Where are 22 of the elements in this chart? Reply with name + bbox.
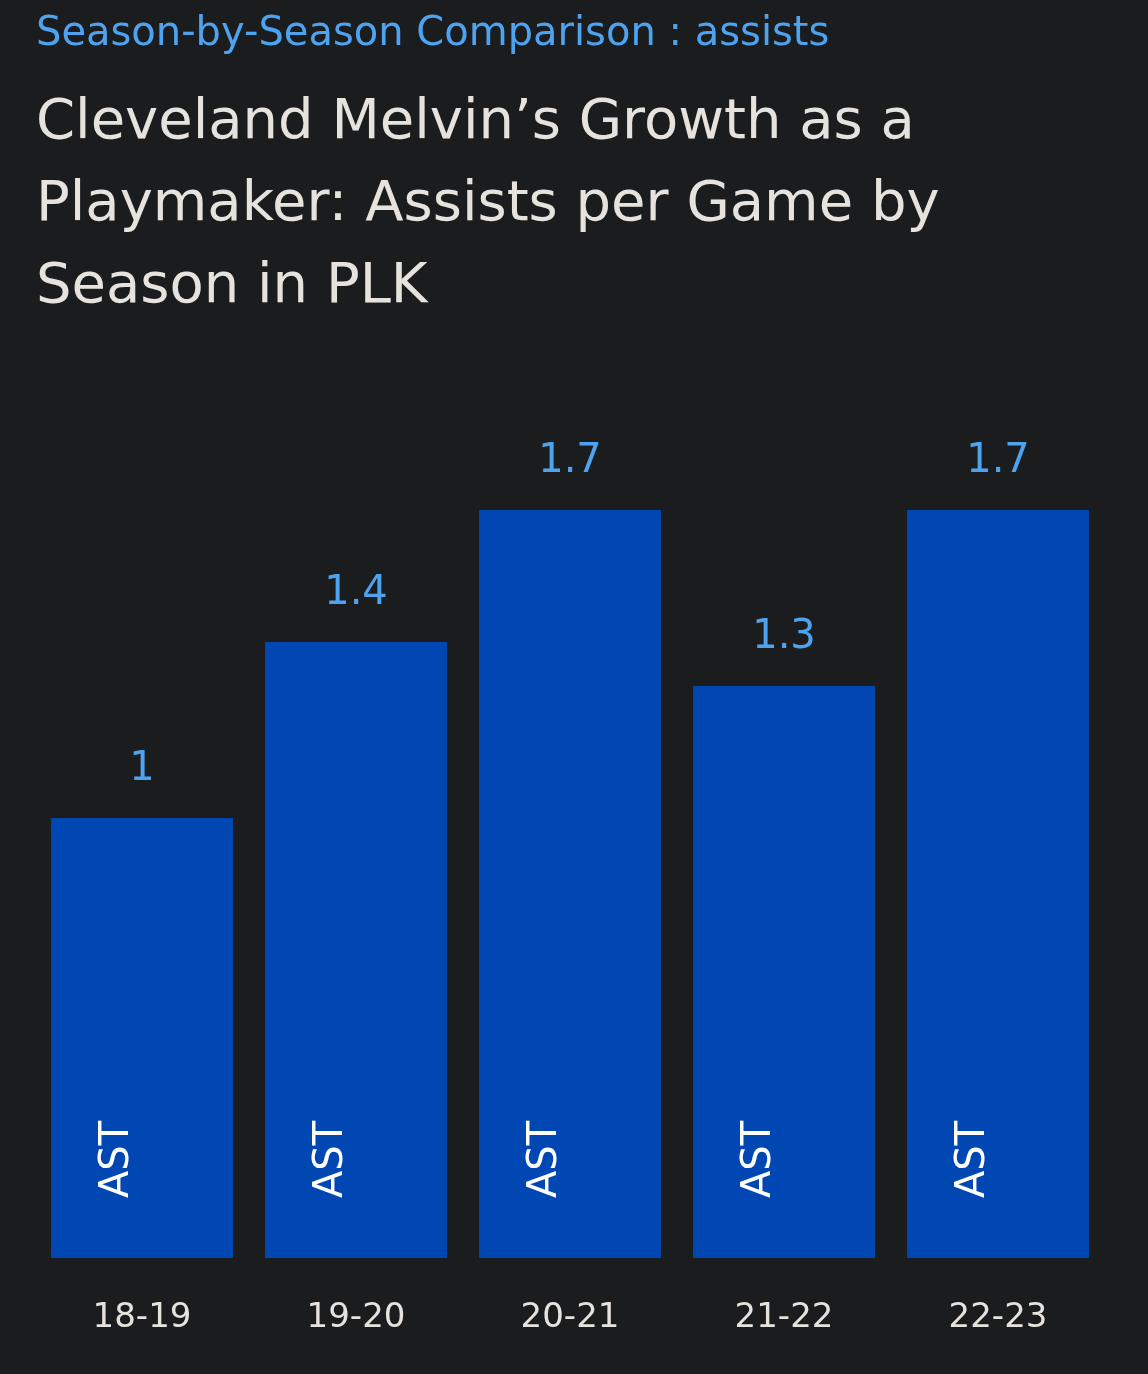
x-tick-label: 21-22 [734,1295,834,1335]
x-tick-label: 19-20 [306,1295,406,1335]
bar [51,818,233,1258]
text: AST [733,1120,779,1198]
chart-subtitle: Season-by-Season Comparison : assists [36,8,830,54]
data-label: 1.7 [966,435,1030,481]
data-label: 1 [129,743,155,789]
text: AST [519,1120,565,1198]
bar [265,642,447,1258]
x-tick-label: 22-23 [948,1295,1048,1335]
x-tick-label: 18-19 [92,1295,192,1335]
data-label: 1.4 [324,567,388,613]
text: AST [91,1120,137,1198]
x-tick-label: 20-21 [520,1295,620,1335]
bar [693,686,875,1258]
series-label: AST [305,1120,351,1198]
data-label: 1.3 [752,611,816,657]
data-label: 1.7 [538,435,602,481]
bar [907,510,1089,1258]
bar [479,510,661,1258]
chart-title: Cleveland Melvin’s Growth as a Playmaker: Assists per Game by Season in PLK [36,85,941,317]
text: AST [947,1120,993,1198]
